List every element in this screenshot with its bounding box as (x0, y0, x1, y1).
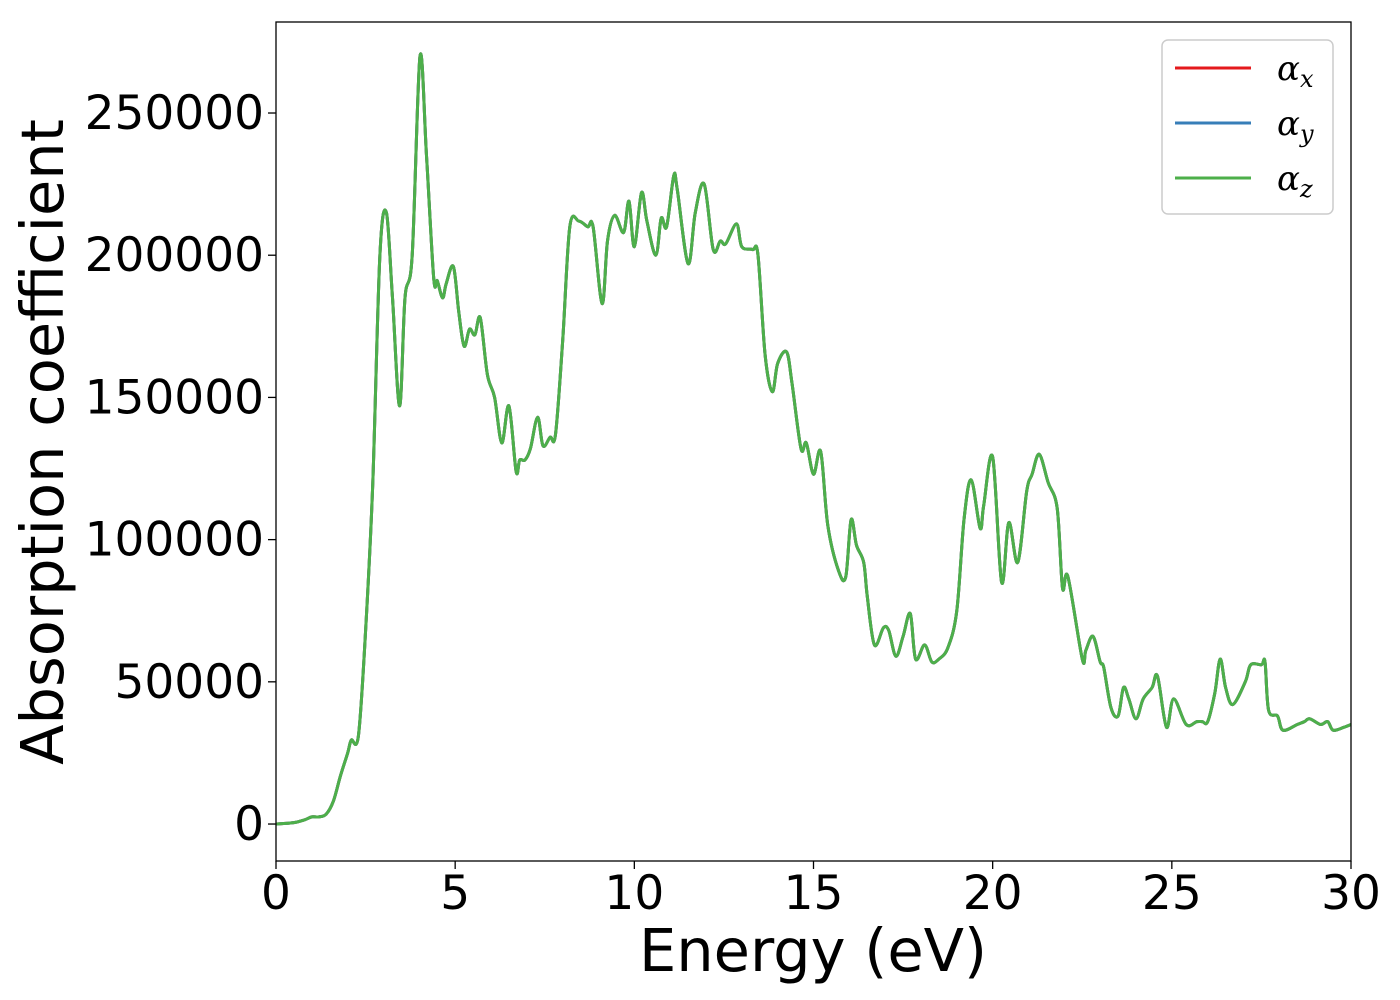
legend-box (1161, 39, 1334, 215)
x-tick-label: 20 (963, 866, 1023, 921)
y-tick-label: 200000 (85, 228, 264, 283)
legend-label-symbol: α (1277, 159, 1300, 199)
legend-entry-alpha-x: αx (1175, 49, 1314, 93)
x-tick-label: 30 (1321, 866, 1381, 921)
legend-label-symbol: α (1277, 49, 1300, 89)
x-tick-label: 25 (1142, 866, 1202, 921)
y-tick-label: 250000 (85, 86, 264, 141)
legend-label-subscript: z (1299, 175, 1313, 203)
x-axis-title: Energy (eV) (639, 916, 987, 985)
legend-label: αx (1277, 49, 1314, 93)
legend-entry-alpha-z: αz (1175, 159, 1313, 203)
x-tick-label: 0 (261, 866, 291, 921)
y-tick-label: 100000 (85, 513, 264, 568)
x-axis-ticks: 0 5 10 15 20 25 30 (261, 861, 1381, 921)
y-axis-ticks: 0 50000 100000 150000 200000 250000 (85, 86, 276, 852)
legend-label: αy (1277, 104, 1314, 148)
x-tick-label: 15 (784, 866, 844, 921)
legend-label: αz (1277, 159, 1313, 203)
y-tick-label: 150000 (85, 370, 264, 425)
x-tick-label: 10 (604, 866, 664, 921)
x-tick-label: 5 (440, 866, 470, 921)
y-axis-title: Absorption coefficient (8, 119, 77, 765)
legend-label-subscript: x (1300, 65, 1314, 93)
legend-label-subscript: y (1299, 120, 1314, 148)
y-tick-label: 50000 (114, 655, 264, 710)
series-line-alpha-z (275, 52, 1352, 826)
legend-entry-alpha-y: αy (1175, 104, 1314, 148)
series-curves (275, 52, 1352, 826)
legend-label-symbol: α (1277, 104, 1300, 144)
y-tick-label: 0 (234, 797, 264, 852)
